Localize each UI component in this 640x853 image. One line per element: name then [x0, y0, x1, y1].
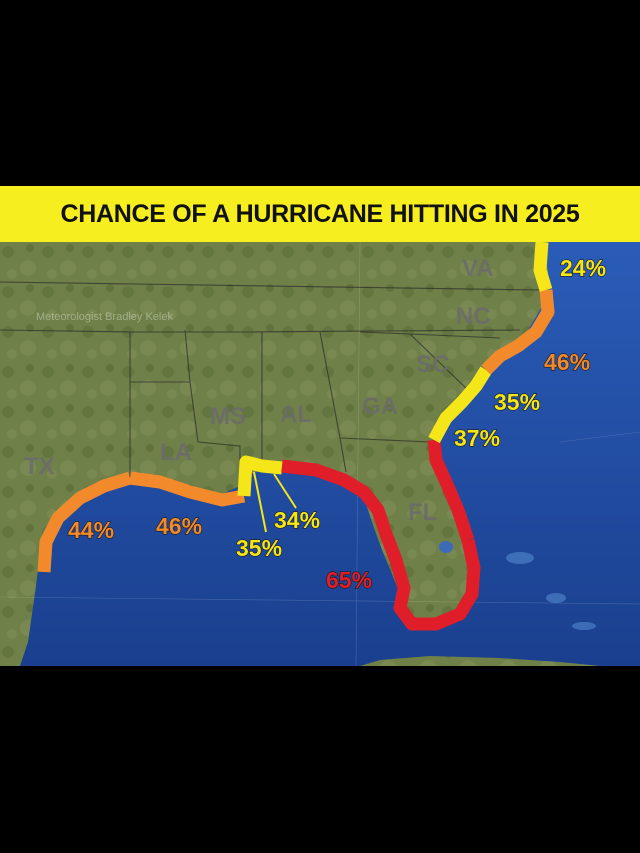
border-line	[130, 329, 521, 333]
state-label-tx: TX	[24, 453, 55, 480]
percent-georgia-sc: 35%	[494, 389, 540, 415]
hurricane-map: TX LA MS AL GA SC NC VA FL 44% 46% 35% 3…	[0, 242, 640, 666]
band-virginia	[533, 242, 553, 292]
state-borders	[0, 281, 541, 486]
map-canvas: TX LA MS AL GA SC NC VA FL 44% 46% 35% 3…	[0, 242, 640, 666]
state-label-va: VA	[462, 255, 494, 282]
band-texas	[37, 471, 132, 573]
state-label-sc: SC	[416, 351, 449, 378]
leader-alabama	[273, 473, 297, 509]
cuba	[360, 656, 600, 666]
band-louisiana	[129, 471, 246, 507]
percent-virginia: 24%	[560, 255, 606, 281]
percent-mississippi: 35%	[236, 535, 282, 561]
risk-bands	[37, 242, 555, 631]
bahamas-island	[506, 552, 534, 564]
percent-florida-gulf: 65%	[326, 567, 372, 593]
bahamas-island	[572, 622, 596, 630]
band-florida-gulf	[281, 459, 481, 631]
percent-north-carolina: 46%	[544, 349, 590, 375]
percent-alabama: 34%	[274, 507, 320, 533]
graticule-line	[0, 596, 640, 605]
state-label-ms: MS	[210, 403, 246, 430]
band-north-carolina	[481, 289, 555, 375]
callout-lines	[253, 471, 297, 533]
map-title: CHANCE OF A HURRICANE HITTING IN 2025	[60, 199, 580, 228]
band-mississippi-alabama	[237, 455, 283, 497]
border-line	[0, 281, 541, 291]
title-banner: CHANCE OF A HURRICANE HITTING IN 2025	[0, 186, 640, 242]
border-line	[409, 333, 501, 339]
watermark: Meteorologist Bradley Kelek	[36, 311, 173, 323]
mainland	[0, 242, 548, 666]
graticule	[0, 242, 640, 666]
percent-louisiana: 46%	[156, 513, 202, 539]
band-florida-atlantic	[427, 439, 475, 543]
percent-texas: 44%	[68, 517, 114, 543]
border-line	[339, 437, 431, 443]
state-label-al: AL	[280, 401, 312, 428]
percent-florida-atlantic: 37%	[454, 425, 500, 451]
border-line	[184, 329, 191, 383]
bahamas-island	[546, 593, 566, 603]
graticule-line	[559, 431, 640, 443]
state-label-ga: GA	[362, 393, 398, 420]
band-georgia-sc	[428, 366, 492, 444]
graticule-line	[355, 242, 361, 666]
state-label-la: LA	[160, 439, 192, 466]
state-label-fl: FL	[408, 499, 437, 526]
lake-okeechobee	[439, 541, 453, 553]
leader-mississippi	[253, 471, 267, 533]
border-line	[130, 381, 241, 486]
state-label-nc: NC	[456, 303, 491, 330]
